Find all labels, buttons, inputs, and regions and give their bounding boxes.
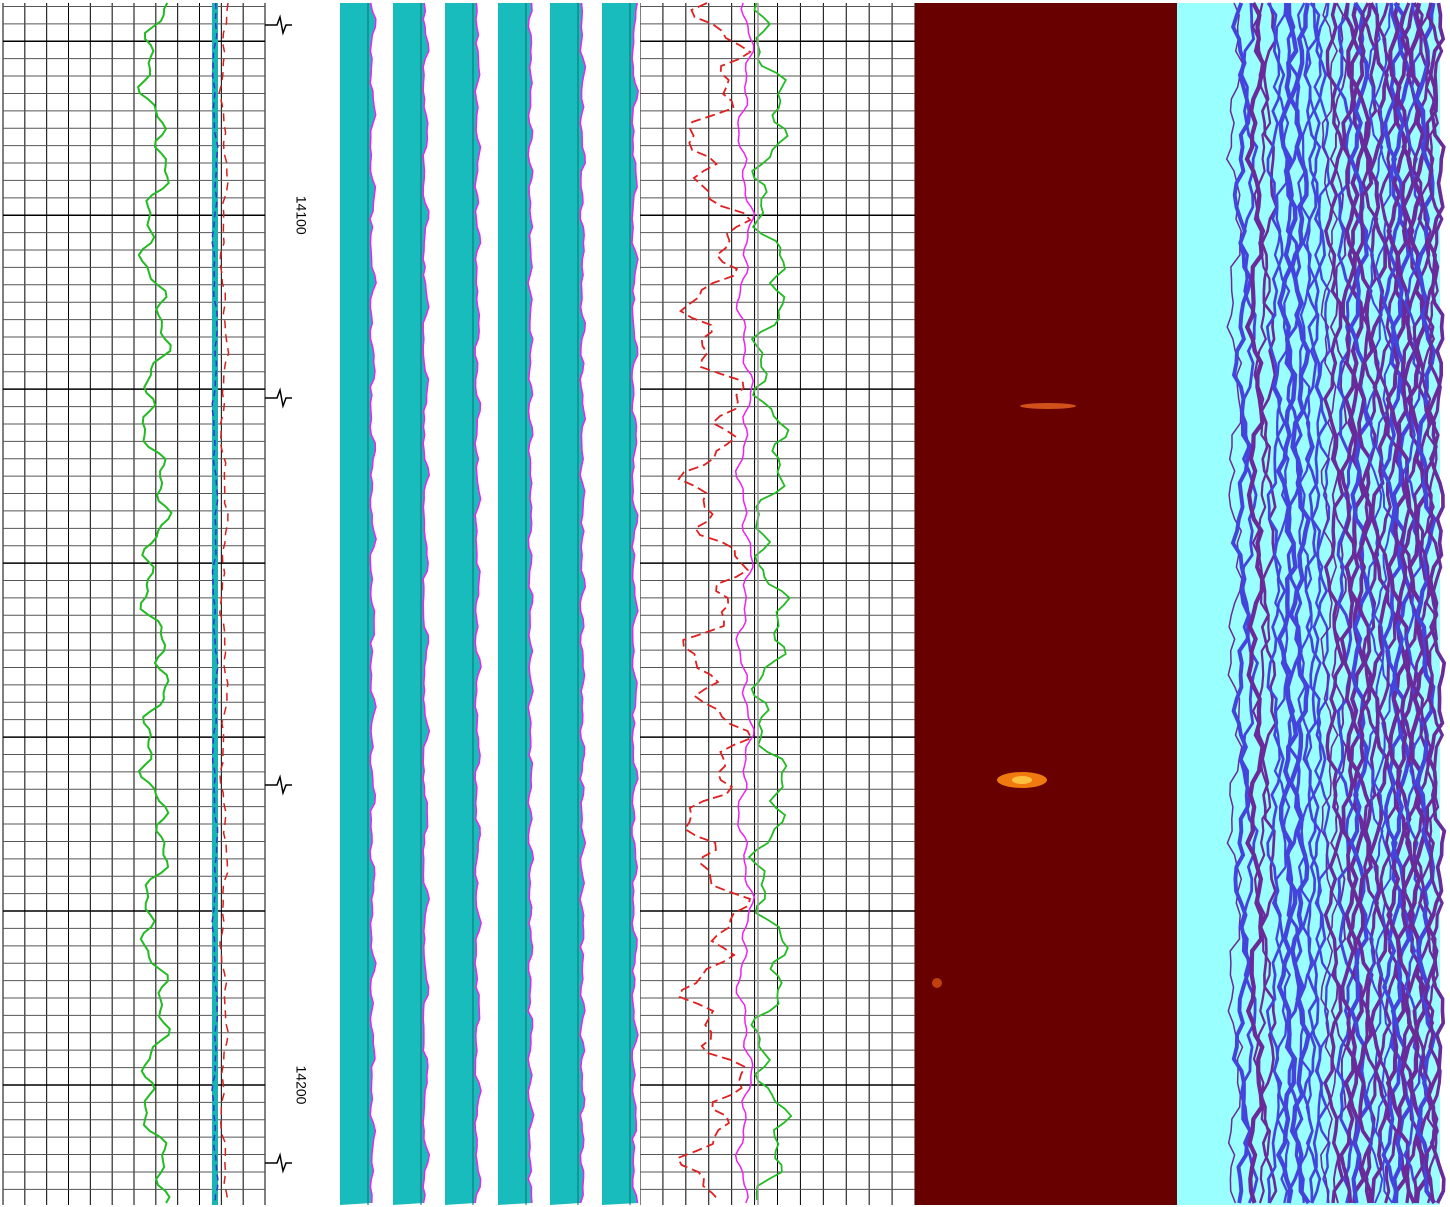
hot-spot xyxy=(1020,403,1076,409)
depth-label: 14100 xyxy=(293,196,309,235)
image-track-red xyxy=(915,3,1177,1205)
page: 1410014200 (() => { const data = JSON.pa… xyxy=(0,0,1450,1207)
teal-bar xyxy=(602,3,638,1205)
well-log: 14100 14200 xyxy=(0,0,1450,1207)
hot-spot xyxy=(1012,776,1032,784)
teal-track-bg xyxy=(340,3,640,1205)
hot-spot xyxy=(932,978,942,988)
teal-bar xyxy=(498,3,534,1205)
depth-label: 14200 xyxy=(293,1066,309,1105)
